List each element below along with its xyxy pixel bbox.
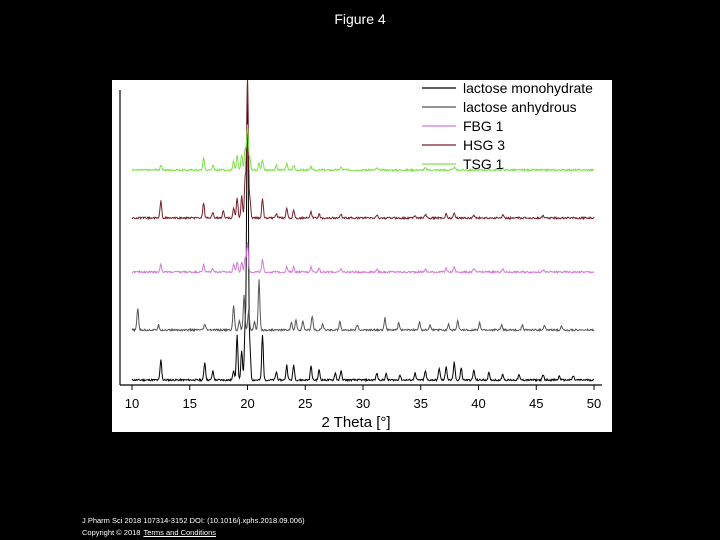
x-tick-label: 20 <box>240 396 254 411</box>
legend-label: HSG 3 <box>463 137 505 153</box>
series-line <box>131 242 595 275</box>
x-tick-label: 45 <box>529 396 543 411</box>
legend-label: lactose monohydrate <box>463 80 593 96</box>
x-tick-label: 40 <box>471 396 485 411</box>
x-tick-label: 30 <box>356 396 370 411</box>
x-tick-label: 25 <box>298 396 312 411</box>
legend-label: FBG 1 <box>463 118 504 134</box>
series-line <box>131 124 595 173</box>
series-layer <box>131 80 595 383</box>
x-axis-ticks: 10 15 20 25 30 35 40 45 50 <box>125 385 601 411</box>
legend: lactose monohydrate lactose anhydrous FBG … <box>422 80 593 172</box>
chart-panel: 10 15 20 25 30 35 40 45 50 2 Theta [°] lactose m… <box>112 80 612 432</box>
x-axis-label: 2 Theta [°] <box>321 414 390 431</box>
figure-title: Figure 4 <box>334 11 386 27</box>
copyright-line: Copyright © 2018 Terms and Conditions <box>82 528 216 537</box>
x-tick-label: 50 <box>587 396 601 411</box>
series-line <box>131 80 595 221</box>
copyright-text: Copyright © 2018 <box>82 528 141 537</box>
legend-label: lactose anhydrous <box>463 99 577 115</box>
x-tick-label: 35 <box>414 396 428 411</box>
series-line <box>131 279 595 333</box>
xrd-chart: 10 15 20 25 30 35 40 45 50 2 Theta [°] lactose m… <box>119 80 602 431</box>
terms-link[interactable]: Terms and Conditions <box>143 528 217 537</box>
citation-text: J Pharm Sci 2018 107314-3152 DOI: (10.10… <box>82 516 305 525</box>
x-tick-label: 10 <box>125 396 139 411</box>
legend-label: TSG 1 <box>463 156 504 172</box>
series-line <box>131 80 595 383</box>
x-tick-label: 15 <box>183 396 197 411</box>
